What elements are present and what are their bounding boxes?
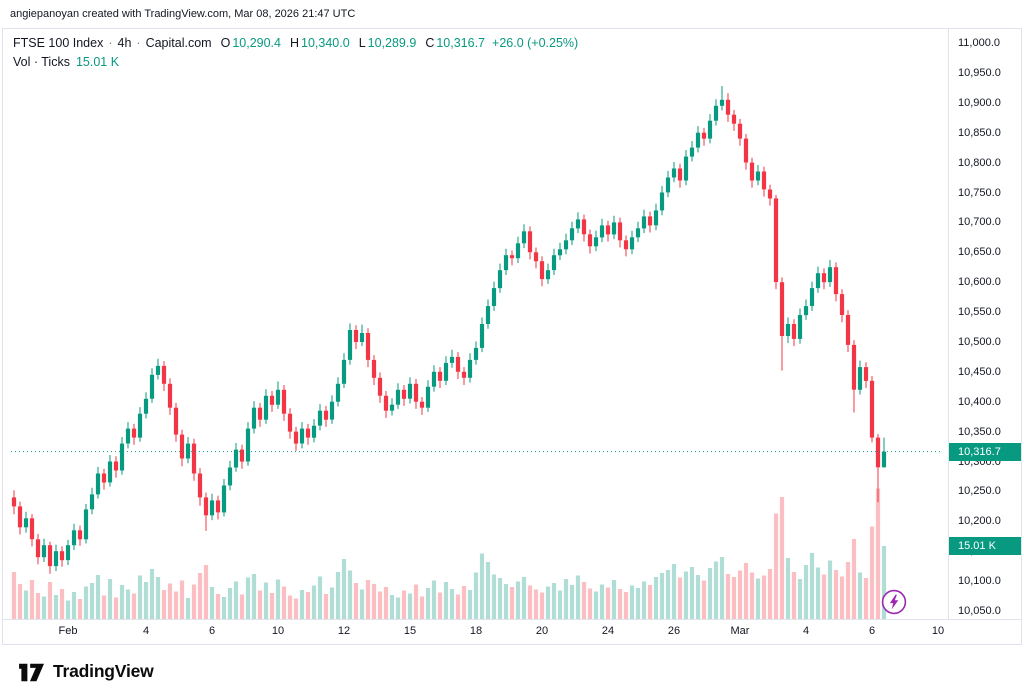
price-axis-label: 10,500.0	[958, 335, 1001, 348]
tradingview-logo[interactable]: TradingView	[18, 660, 154, 684]
time-axis-label: 24	[601, 625, 615, 637]
separator: ·	[136, 36, 141, 50]
tradingview-logo-text: TradingView	[53, 661, 154, 681]
open-value: 10,290.4	[232, 36, 281, 50]
exchange-name: Capital.com	[145, 36, 212, 50]
price-axis-label: 11,000.0	[958, 37, 1001, 49]
price-axis-label: 10,850.0	[958, 126, 1001, 139]
low-label: L	[358, 36, 366, 50]
volume-label: Vol · Ticks	[13, 55, 70, 69]
high-label: H	[289, 36, 300, 50]
price-axis-label: 10,700.0	[958, 216, 1001, 229]
legend-volume-row: Vol · Ticks 15.01 K	[13, 53, 578, 72]
high-value: 10,340.0	[301, 36, 350, 50]
time-axis-label: 4	[142, 625, 150, 637]
close-label: C	[425, 36, 435, 50]
time-axis-label: 20	[535, 625, 549, 637]
separator: ·	[108, 36, 113, 50]
change-value: +26.0 (+0.25%)	[492, 36, 579, 50]
time-axis-label: 15	[403, 625, 417, 637]
symbol-title[interactable]: FTSE 100 Index	[13, 36, 104, 50]
time-axis-label: 12	[337, 625, 351, 637]
interval-value[interactable]: 4h	[117, 36, 132, 50]
price-axis-label: 10,550.0	[958, 306, 1001, 319]
price-axis-label: 10,050.0	[958, 605, 1001, 617]
open-label: O	[220, 36, 231, 50]
time-axis-label: 10	[931, 625, 945, 637]
time-axis-label: 6	[208, 625, 216, 637]
time-axis[interactable]: Feb 4 6 10 12 15 18 20 24 26 Mar 4 6 10	[3, 619, 1021, 644]
legend-symbol-row: FTSE 100 Index · 4h · Capital.com O 10,290.4 H 1…	[13, 34, 578, 53]
price-axis-label: 10,200.0	[958, 515, 1001, 528]
time-axis-label: Feb	[58, 625, 78, 637]
time-axis-label: 6	[868, 625, 876, 637]
price-axis[interactable]: 10,050.010,100.010,150.010,200.010,250.0…	[948, 29, 1021, 619]
tradingview-logo-icon	[19, 663, 44, 681]
price-axis-label: 10,900.0	[958, 96, 1001, 109]
close-value: 10,316.7	[436, 36, 486, 50]
time-axis-label: 18	[469, 625, 483, 637]
price-axis-label: 10,350.0	[958, 425, 1001, 438]
price-axis-label: 10,750.0	[958, 186, 1001, 199]
time-axis-label: 4	[802, 625, 810, 637]
time-axis-label: 10	[271, 625, 285, 637]
price-axis-label: 10,100.0	[958, 575, 1001, 588]
time-axis-label: 26	[667, 625, 681, 637]
price-axis-label: 10,250.0	[958, 485, 1001, 498]
last-price-badge: 10,316.7	[949, 442, 1021, 461]
price-chart-svg[interactable]	[3, 29, 949, 621]
price-axis-label: 10,600.0	[958, 276, 1001, 289]
price-axis-label: 10,950.0	[958, 66, 1001, 79]
lightning-bolt-icon	[881, 589, 907, 615]
low-value: 10,289.9	[367, 36, 417, 50]
chart-legend: FTSE 100 Index · 4h · Capital.com O 10,290.4 H 1…	[13, 34, 578, 72]
volume-value: 15.01 K	[75, 55, 120, 69]
attribution-text: angiepanoyan created with TradingView.co…	[10, 8, 356, 20]
volume-badge: 15.01 K	[949, 537, 1021, 555]
chart-frame: FTSE 100 Index · 4h · Capital.com O 10,290.4 H 1…	[2, 28, 1022, 645]
price-axis-label: 10,650.0	[958, 246, 1001, 259]
price-axis-label: 10,800.0	[958, 156, 1001, 169]
time-axis-label: Mar	[730, 625, 750, 637]
footer: TradingView	[0, 645, 1024, 698]
price-axis-label: 10,400.0	[958, 395, 1001, 408]
flash-icon-button[interactable]	[881, 589, 907, 615]
price-axis-label: 10,450.0	[958, 365, 1001, 378]
